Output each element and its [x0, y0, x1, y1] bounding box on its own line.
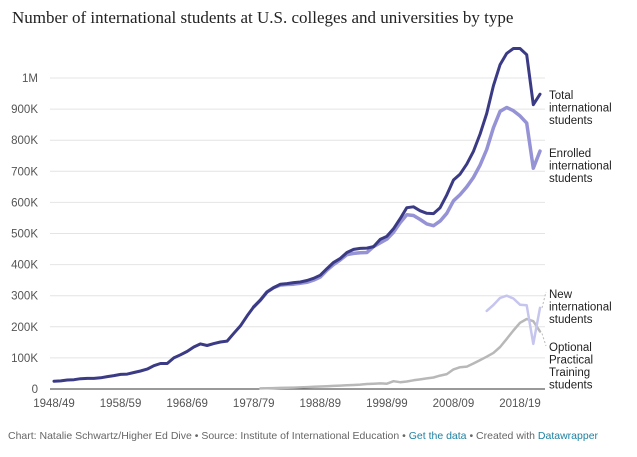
label-leader-line	[541, 333, 547, 347]
x-tick-label: 1998/99	[366, 398, 408, 410]
x-tick-label: 1968/69	[166, 398, 208, 410]
source-credit: Chart: Natalie Schwartz/Higher Ed Dive •…	[8, 430, 406, 442]
y-tick-label: 700K	[11, 166, 38, 178]
y-tick-label: 1M	[22, 73, 38, 85]
y-axis-ticks: 0 100K 200K 300K 400K 500K 600K 700K 800K 900K 1M	[11, 73, 38, 396]
created-with-text: • Created with	[469, 430, 535, 442]
series-line	[52, 47, 542, 383]
series-line	[259, 317, 542, 390]
x-tick-label: 1978/79	[233, 398, 275, 410]
get-the-data-link[interactable]: Get the data	[408, 430, 467, 442]
series-labels: Total international students Enrolled intern…	[541, 90, 612, 392]
y-tick-label: 300K	[11, 291, 38, 303]
series-label: New international students	[549, 289, 612, 326]
x-tick-label: 2018/19	[499, 398, 541, 410]
x-tick-label: 1948/49	[33, 398, 75, 410]
y-tick-label: 200K	[11, 322, 38, 334]
y-tick-label: 500K	[11, 229, 38, 241]
chart-title: Number of international students at U.S.…	[12, 8, 514, 27]
datawrapper-link[interactable]: Datawrapper	[537, 430, 599, 442]
y-tick-label: 100K	[11, 353, 38, 365]
y-tick-label: 900K	[11, 104, 38, 116]
series-label: Enrolled international students	[549, 148, 612, 185]
series-line	[251, 105, 542, 309]
x-tick-label: 2008/09	[433, 398, 475, 410]
y-tick-label: 600K	[11, 197, 38, 209]
series-label: Optional Practical Training students	[549, 342, 593, 392]
x-axis-ticks: 1948/49 1958/59 1968/69 1978/79 1988/89 1998/…	[33, 398, 541, 410]
series-label: Total international students	[549, 90, 612, 127]
y-tick-label: 400K	[11, 260, 38, 272]
label-leader-line	[541, 291, 547, 308]
y-tick-label: 800K	[11, 135, 38, 147]
x-tick-label: 1988/89	[300, 398, 342, 410]
x-tick-label: 1958/59	[100, 398, 142, 410]
chart-footer: Chart: Natalie Schwartz/Higher Ed Dive •…	[8, 430, 633, 442]
series-lines	[52, 47, 542, 390]
gridlines	[50, 77, 545, 390]
series-line	[485, 294, 542, 346]
y-tick-label: 0	[32, 384, 38, 396]
